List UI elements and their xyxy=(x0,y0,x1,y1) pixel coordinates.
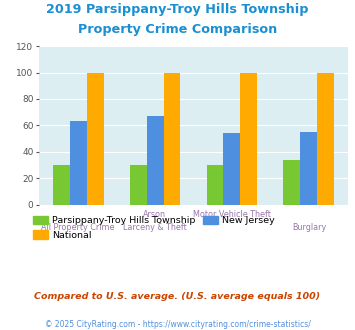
Bar xyxy=(300,132,317,205)
Text: Compared to U.S. average. (U.S. average equals 100): Compared to U.S. average. (U.S. average … xyxy=(34,292,321,301)
Text: Arson: Arson xyxy=(143,210,166,218)
Text: © 2025 CityRating.com - https://www.cityrating.com/crime-statistics/: © 2025 CityRating.com - https://www.city… xyxy=(45,320,310,329)
Text: Larceny & Theft: Larceny & Theft xyxy=(123,223,187,232)
Bar xyxy=(70,121,87,205)
Bar xyxy=(164,73,180,205)
Text: Motor Vehicle Theft: Motor Vehicle Theft xyxy=(193,210,271,218)
Bar xyxy=(53,165,70,205)
Bar xyxy=(317,73,334,205)
Text: All Property Crime: All Property Crime xyxy=(41,223,114,232)
Text: Burglary: Burglary xyxy=(292,223,326,232)
Bar xyxy=(207,165,223,205)
Bar xyxy=(223,133,240,205)
Bar xyxy=(130,165,147,205)
Bar xyxy=(240,73,257,205)
Text: Property Crime Comparison: Property Crime Comparison xyxy=(78,23,277,36)
Legend: Parsippany-Troy Hills Township, National, New Jersey: Parsippany-Troy Hills Township, National… xyxy=(33,216,274,240)
Bar xyxy=(87,73,104,205)
Bar xyxy=(283,160,300,205)
Text: 2019 Parsippany-Troy Hills Township: 2019 Parsippany-Troy Hills Township xyxy=(46,3,309,16)
Bar xyxy=(147,116,164,205)
